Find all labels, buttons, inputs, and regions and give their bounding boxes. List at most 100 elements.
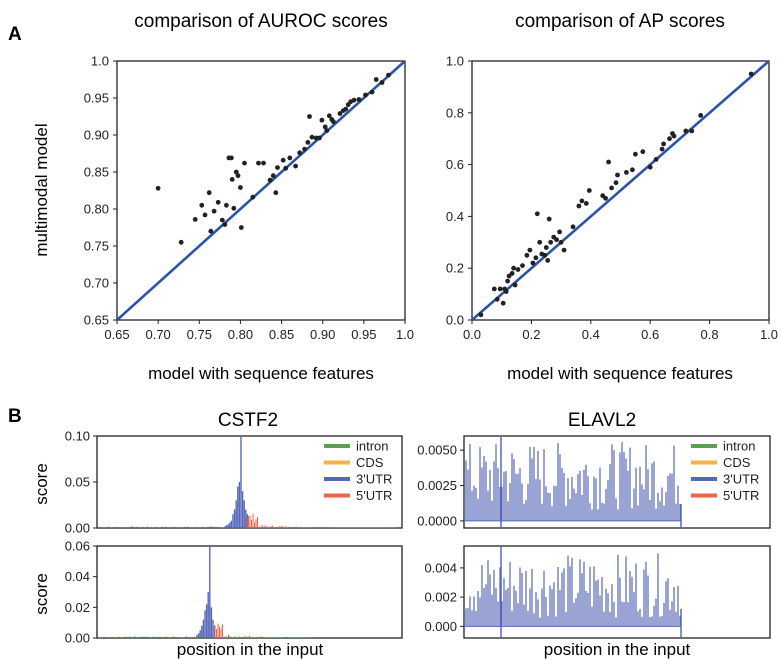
ap-point <box>505 278 510 284</box>
ap-point <box>537 239 543 245</box>
ap-point <box>557 229 562 235</box>
ap-point <box>659 146 665 152</box>
ap-xtick-label: 0.2 <box>522 327 540 342</box>
ap-point <box>633 151 638 157</box>
ap-point <box>698 113 704 118</box>
ap-point <box>515 267 521 272</box>
ap-point <box>561 247 567 253</box>
ap-point <box>630 167 635 173</box>
auroc-point <box>267 177 273 183</box>
cstf2-bottom-ytick-label: 0.04 <box>65 569 90 584</box>
auroc-point <box>343 106 349 112</box>
ap-point <box>543 245 549 250</box>
auroc-point <box>238 185 243 190</box>
ap-scatter-layer: 0.0 0.2 0.4 0.6 0.8 1.0 0.0 0.2 0.4 0.6 0.8 1.0 <box>446 54 778 343</box>
auroc-ytick-label: 0.85 <box>84 165 109 180</box>
cstf2-legend-label: CDS <box>356 455 384 470</box>
elavl2-legend-label: 3'UTR <box>723 472 759 487</box>
auroc-point <box>155 185 161 191</box>
cstf2-bottom-ytick-label: 0.06 <box>65 539 90 554</box>
auroc-xtick-label: 0.90 <box>310 327 335 342</box>
ap-point <box>542 252 548 258</box>
ap-ytick-label: 1.0 <box>446 54 464 69</box>
auroc-point <box>233 169 239 175</box>
auroc-ytick-label: 0.90 <box>84 128 109 143</box>
auroc-point <box>324 128 330 134</box>
panel-label-a: A <box>8 24 22 45</box>
cstf2-top-ytick-label: 0.10 <box>65 429 90 444</box>
auroc-ytick-label: 0.95 <box>84 91 109 106</box>
cstf2-bottom-frame <box>96 545 403 639</box>
ap-ytick-label: 0.0 <box>446 313 464 328</box>
auroc-point <box>337 111 343 116</box>
cstf2-legend-label: 3'UTR <box>356 472 392 487</box>
ap-point <box>653 157 659 162</box>
bar-panels-layer: 0.000.050.10intronCDS3'UTR5'UTR0.000.020… <box>65 429 760 646</box>
ap-point <box>606 159 611 165</box>
cstf2-xlabel: position in the input <box>177 640 324 659</box>
cstf2-top-ylabel: score <box>32 463 51 505</box>
auroc-ytick-label: 0.70 <box>84 276 109 291</box>
auroc-point <box>206 190 212 196</box>
elavl2-top-ytick-label: 0.0025 <box>417 478 457 493</box>
ap-point <box>534 211 540 217</box>
cstf2-bottom-ytick-label: 0.02 <box>65 600 90 615</box>
cstf2-legend-label: intron <box>356 439 389 454</box>
auroc-point <box>280 157 286 163</box>
elavl2-top-ytick-label: 0.0000 <box>417 513 457 528</box>
elavl2-legend-label: intron <box>723 439 756 454</box>
auroc-point <box>322 124 328 130</box>
ap-point <box>512 282 518 288</box>
auroc-point <box>229 177 235 182</box>
auroc-point <box>326 113 332 119</box>
ap-point <box>524 252 530 258</box>
auroc-point <box>215 199 221 205</box>
auroc-diagonal-line <box>116 60 406 321</box>
auroc-point <box>293 163 298 169</box>
auroc-point <box>287 155 293 161</box>
auroc-point <box>273 190 279 196</box>
elavl2-bottom-ytick-label: 0.002 <box>424 590 457 605</box>
auroc-xtick-label: 0.70 <box>145 327 170 342</box>
auroc-point <box>231 205 237 211</box>
auroc-xtick-label: 0.75 <box>187 327 212 342</box>
ap-point <box>494 296 500 302</box>
auroc-point <box>224 202 229 208</box>
cstf2-bottom-ytick-label: 0.00 <box>65 631 90 646</box>
ap-point <box>527 247 533 253</box>
ap-xtick-label: 0.0 <box>463 327 481 342</box>
ap-point <box>570 224 576 230</box>
auroc-ytick-label: 0.75 <box>84 239 109 254</box>
ap-point <box>545 258 551 263</box>
ap-point <box>520 263 525 268</box>
ap-point <box>511 265 516 271</box>
ap-point <box>689 128 695 134</box>
ap-point <box>603 195 608 201</box>
auroc-point <box>379 80 385 85</box>
elavl2-top-frame <box>463 435 771 529</box>
auroc-point <box>331 119 336 125</box>
ap-xtick-label: 0.4 <box>582 327 600 342</box>
auroc-point <box>208 228 214 234</box>
elavl2-bottom-ytick-label: 0.000 <box>424 619 457 634</box>
ap-point <box>500 300 506 306</box>
auroc-xtick-label: 0.80 <box>228 327 253 342</box>
ap-point <box>683 128 689 134</box>
ap-point <box>558 239 564 245</box>
ap-point <box>530 260 536 266</box>
ap-point <box>579 198 585 204</box>
auroc-point <box>313 135 319 141</box>
auroc-point <box>305 140 311 145</box>
ap-ytick-label: 0.2 <box>446 261 464 276</box>
auroc-point <box>283 165 289 171</box>
auroc-point <box>202 212 208 218</box>
ap-point <box>647 164 653 170</box>
elavl2-legend-label: 5'UTR <box>723 488 759 503</box>
ap-plot-frame <box>471 60 770 321</box>
elavl2-xlabel: position in the input <box>544 640 691 659</box>
cstf2-bottom-ylabel: score <box>32 573 51 615</box>
elavl2-legend-label: CDS <box>723 455 751 470</box>
cstf2-title: CSTF2 <box>218 410 278 431</box>
ap-ytick-label: 0.6 <box>446 157 464 172</box>
ap-point <box>576 203 582 209</box>
